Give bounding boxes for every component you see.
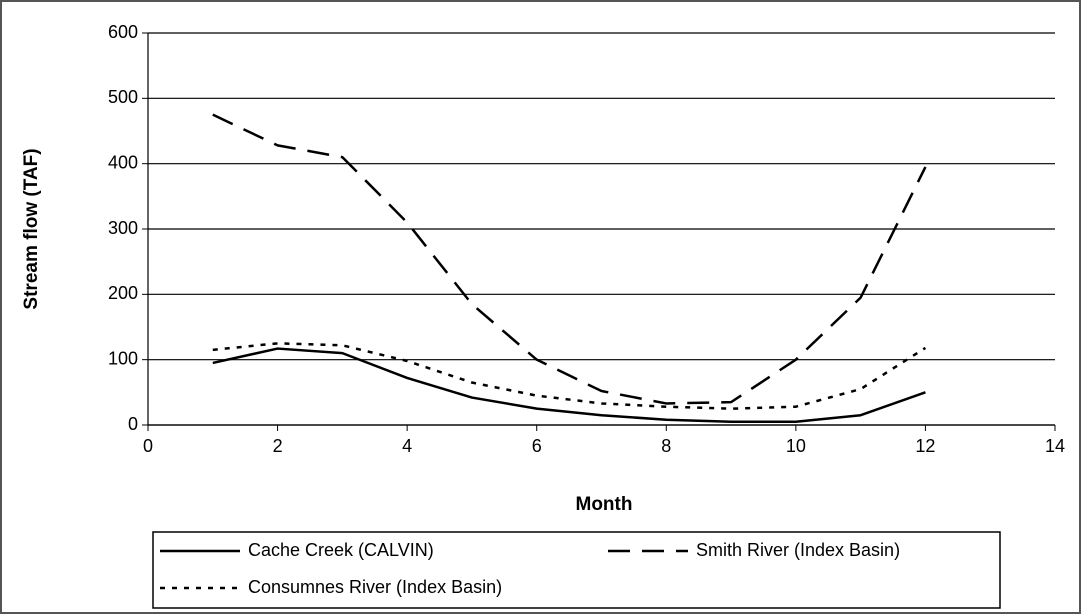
x-tick-label: 2 [273,436,283,456]
x-tick-label: 6 [532,436,542,456]
y-tick-label: 300 [108,218,138,238]
legend-label: Consumnes River (Index Basin) [248,577,502,597]
legend-label: Smith River (Index Basin) [696,540,900,560]
series-line [212,342,927,410]
y-axis-title: Stream flow (TAF) [21,148,42,309]
x-tick-label: 8 [661,436,671,456]
x-tick-label: 10 [786,436,806,456]
legend-box [152,531,1001,609]
y-tick-label: 0 [128,414,138,434]
y-tick-label: 400 [108,152,138,172]
y-tick-label: 200 [108,283,138,303]
y-tick-label: 500 [108,87,138,107]
series-line [212,113,927,405]
y-tick-label: 600 [108,22,138,42]
series-line [212,347,926,423]
x-tick-label: 0 [143,436,153,456]
y-tick-label: 100 [108,348,138,368]
legend-label: Cache Creek (CALVIN) [248,540,434,560]
x-tick-label: 14 [1045,436,1065,456]
x-tick-label: 4 [402,436,412,456]
x-axis-title: Month [576,494,633,515]
x-tick-label: 12 [915,436,935,456]
